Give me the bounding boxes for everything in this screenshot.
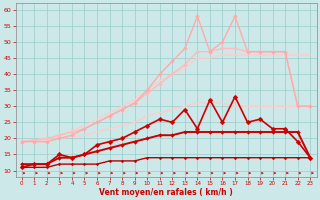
X-axis label: Vent moyen/en rafales ( km/h ): Vent moyen/en rafales ( km/h ) xyxy=(99,188,233,197)
